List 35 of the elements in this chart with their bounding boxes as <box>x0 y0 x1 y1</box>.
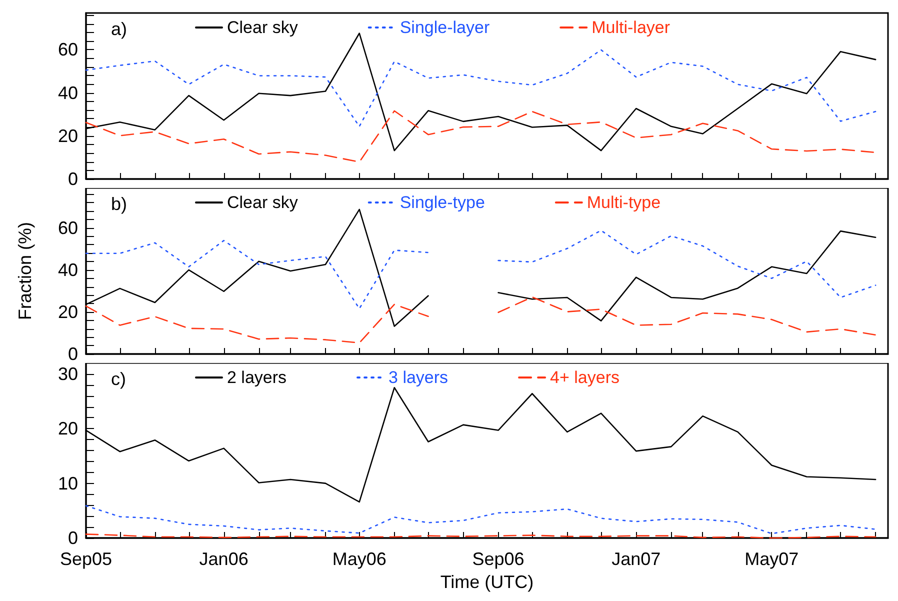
legend-label: Multi-layer <box>592 18 670 37</box>
y-tick-label: 0 <box>68 344 78 364</box>
y-tick-label: 20 <box>58 418 78 439</box>
line-series <box>85 49 876 128</box>
x-axis-title: Time (UTC) <box>440 572 534 592</box>
y-axis-title: Fraction (%) <box>15 222 35 320</box>
line-series <box>85 110 876 163</box>
y-tick-label: 40 <box>58 260 78 280</box>
y-tick-label: 60 <box>58 218 78 238</box>
x-tick-label: Jan06 <box>199 549 248 569</box>
y-tick-label: 10 <box>58 473 78 494</box>
y-tick-label: 0 <box>68 169 78 189</box>
legend-label: 4+ layers <box>550 368 620 387</box>
legend-label: Clear sky <box>227 193 298 212</box>
y-tick-label: 30 <box>58 364 78 384</box>
y-tick-label: 20 <box>58 302 78 322</box>
y-tick-label: 60 <box>58 40 78 60</box>
y-tick-label: 0 <box>68 528 78 548</box>
chart-title: a) <box>111 19 128 39</box>
x-tick-label: Sep05 <box>60 549 112 569</box>
legend-label: 3 layers <box>388 368 448 387</box>
x-tick-label: Sep06 <box>472 549 524 569</box>
x-tick-label: May06 <box>332 549 386 569</box>
legend-label: 2 layers <box>227 368 287 387</box>
legend-label: Clear sky <box>227 18 298 37</box>
legend-label: Multi-type <box>586 193 661 212</box>
legend-label: Single-type <box>400 193 485 212</box>
x-tick-label: May07 <box>744 549 799 569</box>
y-tick-label: 20 <box>58 126 78 146</box>
line-series <box>85 505 876 534</box>
chart-title: b) <box>111 194 128 214</box>
y-tick-label: 40 <box>58 82 78 103</box>
chart-title: c) <box>111 369 126 389</box>
legend-label: Single-layer <box>400 18 490 37</box>
x-tick-label: Jan07 <box>612 549 661 569</box>
